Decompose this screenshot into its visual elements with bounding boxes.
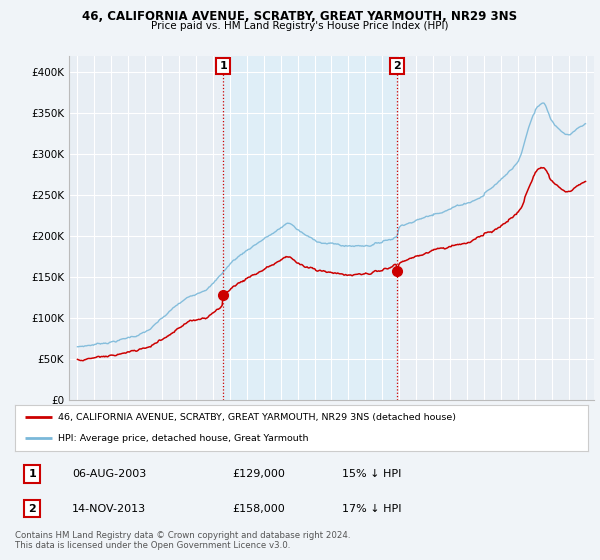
Text: HPI: Average price, detached house, Great Yarmouth: HPI: Average price, detached house, Grea… [58,434,308,443]
Text: £158,000: £158,000 [233,503,286,514]
Bar [223,56,397,400]
Text: 1: 1 [219,61,227,71]
Text: 46, CALIFORNIA AVENUE, SCRATBY, GREAT YARMOUTH, NR29 3NS: 46, CALIFORNIA AVENUE, SCRATBY, GREAT YA… [82,10,518,23]
Text: 17% ↓ HPI: 17% ↓ HPI [341,503,401,514]
Text: £129,000: £129,000 [233,469,286,479]
Text: 46, CALIFORNIA AVENUE, SCRATBY, GREAT YARMOUTH, NR29 3NS (detached house): 46, CALIFORNIA AVENUE, SCRATBY, GREAT YA… [58,413,456,422]
Text: 1: 1 [28,469,36,479]
Text: 2: 2 [393,61,401,71]
Text: 06-AUG-2003: 06-AUG-2003 [73,469,146,479]
Text: Contains HM Land Registry data © Crown copyright and database right 2024.
This d: Contains HM Land Registry data © Crown c… [15,531,350,550]
Text: 2: 2 [28,503,36,514]
Text: 15% ↓ HPI: 15% ↓ HPI [341,469,401,479]
Text: Price paid vs. HM Land Registry's House Price Index (HPI): Price paid vs. HM Land Registry's House … [151,21,449,31]
Text: 14-NOV-2013: 14-NOV-2013 [73,503,146,514]
